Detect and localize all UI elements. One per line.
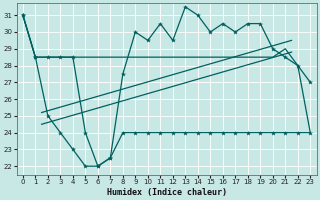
- X-axis label: Humidex (Indice chaleur): Humidex (Indice chaleur): [107, 188, 227, 197]
